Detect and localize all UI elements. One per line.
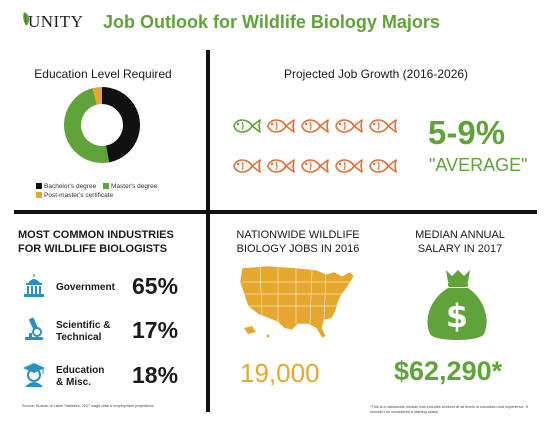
salary-heading: MEDIAN ANNUAL SALARY IN 2017 — [390, 228, 530, 256]
money-bag-icon: $ — [427, 270, 487, 340]
leaf-icon — [23, 12, 30, 26]
legend-item-masters: Master's degree — [103, 183, 157, 190]
donut-slice-master-s-degree — [64, 88, 110, 163]
jobs-value: 19,000 — [240, 358, 320, 388]
legend-swatch — [103, 183, 109, 190]
industries-heading-line2: FOR WILDLIFE BIOLOGISTS — [18, 243, 168, 255]
legend-item-bachelors: Bachelor's degree — [36, 183, 96, 190]
growth-label: "AVERAGE" — [429, 155, 528, 175]
fish-icon — [301, 159, 329, 173]
legend-swatch — [36, 183, 42, 190]
industry-value-government: 65% — [132, 273, 179, 299]
svg-text:$: $ — [446, 297, 468, 335]
donut-slice-post-master-s-certificate — [92, 87, 102, 105]
salary-value: $62,290* — [394, 356, 503, 386]
fish-icon — [335, 119, 363, 133]
industry-label-government: Government — [56, 282, 115, 293]
legend-swatch — [36, 192, 42, 199]
industries-heading: MOST COMMON INDUSTRIES FOR WILDLIFE BIOL… — [18, 228, 174, 256]
capitol-icon — [24, 274, 44, 297]
fish-icon — [233, 159, 261, 173]
us-map-icon — [239, 265, 355, 339]
jobs-heading-line1: NATIONWIDE WILDLIFE — [236, 229, 360, 241]
vertical-divider-top — [206, 50, 210, 212]
salary-footnote: *This is a nationwide median that includ… — [370, 405, 528, 414]
legend-item-post-masters: Post-master's certificate — [36, 192, 113, 199]
industry-value-scientific: 17% — [132, 317, 179, 343]
fish-icon — [267, 159, 295, 173]
legend-label: Post-master's certificate — [44, 192, 114, 199]
fish-grid — [233, 119, 397, 173]
fish-icon — [335, 159, 363, 173]
industry-label-education: Education & Misc. — [56, 365, 104, 389]
salary-heading-line1: MEDIAN ANNUAL — [415, 229, 505, 241]
logo-text: UNITY — [28, 12, 84, 31]
legend-label: Master's degree — [111, 183, 158, 190]
page-title: Job Outlook for Wildlife Biology Majors — [103, 12, 440, 32]
source-note: Source: Bureau of Labor Statistics, 2017… — [22, 404, 154, 408]
industry-label-line1: Education — [56, 365, 105, 376]
fish-icon — [369, 159, 397, 173]
donut-slice-bachelor-s-degree — [102, 87, 140, 163]
industry-label-line1: Scientific & — [56, 320, 111, 331]
unity-logo — [14, 8, 84, 38]
industry-label-line2: & Misc. — [56, 377, 92, 388]
microscope-icon — [25, 317, 43, 340]
industry-value-education: 18% — [132, 362, 179, 388]
jobs-heading: NATIONWIDE WILDLIFE BIOLOGY JOBS IN 2016 — [228, 228, 368, 256]
growth-heading: Projected Job Growth (2016-2026) — [283, 67, 469, 81]
fish-icon — [233, 119, 261, 133]
salary-heading-line2: SALARY IN 2017 — [417, 243, 503, 255]
education-donut-chart — [64, 87, 140, 163]
graduate-icon — [23, 363, 45, 387]
fish-icon — [369, 119, 397, 133]
fish-icon — [301, 119, 329, 133]
vertical-divider-bottom — [206, 212, 210, 412]
jobs-heading-line2: BIOLOGY JOBS IN 2016 — [236, 243, 360, 255]
industry-label-line2: Technical — [56, 332, 102, 343]
industry-label-scientific: Scientific & Technical — [56, 320, 110, 344]
education-heading: Education Level Required — [34, 67, 172, 81]
industries-heading-line1: MOST COMMON INDUSTRIES — [18, 229, 174, 241]
legend-label: Bachelor's degree — [44, 183, 97, 190]
horizontal-divider — [14, 210, 537, 214]
fish-icon — [267, 119, 295, 133]
growth-value: 5-9% — [428, 114, 506, 151]
